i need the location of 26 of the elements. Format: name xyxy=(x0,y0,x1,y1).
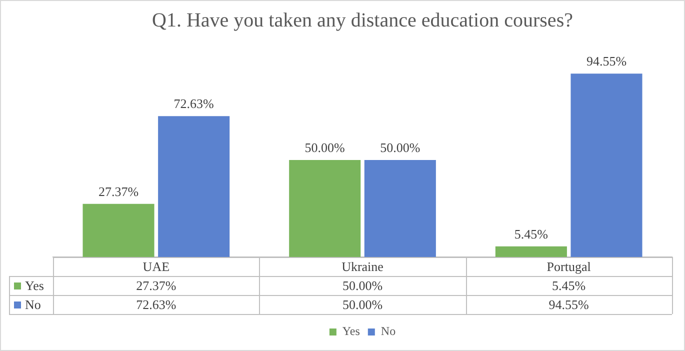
bar xyxy=(289,160,361,257)
data-label: 27.37% xyxy=(136,278,176,293)
bar xyxy=(158,116,230,257)
data-label: 94.55% xyxy=(548,296,590,312)
data-label: 50.00% xyxy=(342,296,383,312)
legend-label: Yes xyxy=(25,278,44,293)
x-tick-label: Ukraine xyxy=(342,258,384,274)
chart-title: Q1. Have you taken any distance education courses? xyxy=(152,9,574,32)
text: Yes xyxy=(342,324,360,338)
bar xyxy=(364,160,436,257)
x-tick-label: UAE xyxy=(142,258,170,274)
data-label: 72.63% xyxy=(136,296,176,312)
legend-label: No xyxy=(380,324,396,338)
x-tick-label: Portugal xyxy=(546,258,592,274)
bar xyxy=(495,246,567,257)
data-label: 50.00% xyxy=(342,278,383,293)
bar xyxy=(82,204,154,257)
text: 94.55% xyxy=(586,53,627,68)
bar xyxy=(570,74,642,257)
text: No xyxy=(25,296,41,312)
text: 5.45% xyxy=(514,226,548,242)
text: 50.00% xyxy=(304,140,345,155)
text: 72.63% xyxy=(174,96,214,112)
data-label: 5.45% xyxy=(552,278,586,293)
text: 27.37% xyxy=(98,184,139,199)
text: 50.00% xyxy=(380,140,420,155)
